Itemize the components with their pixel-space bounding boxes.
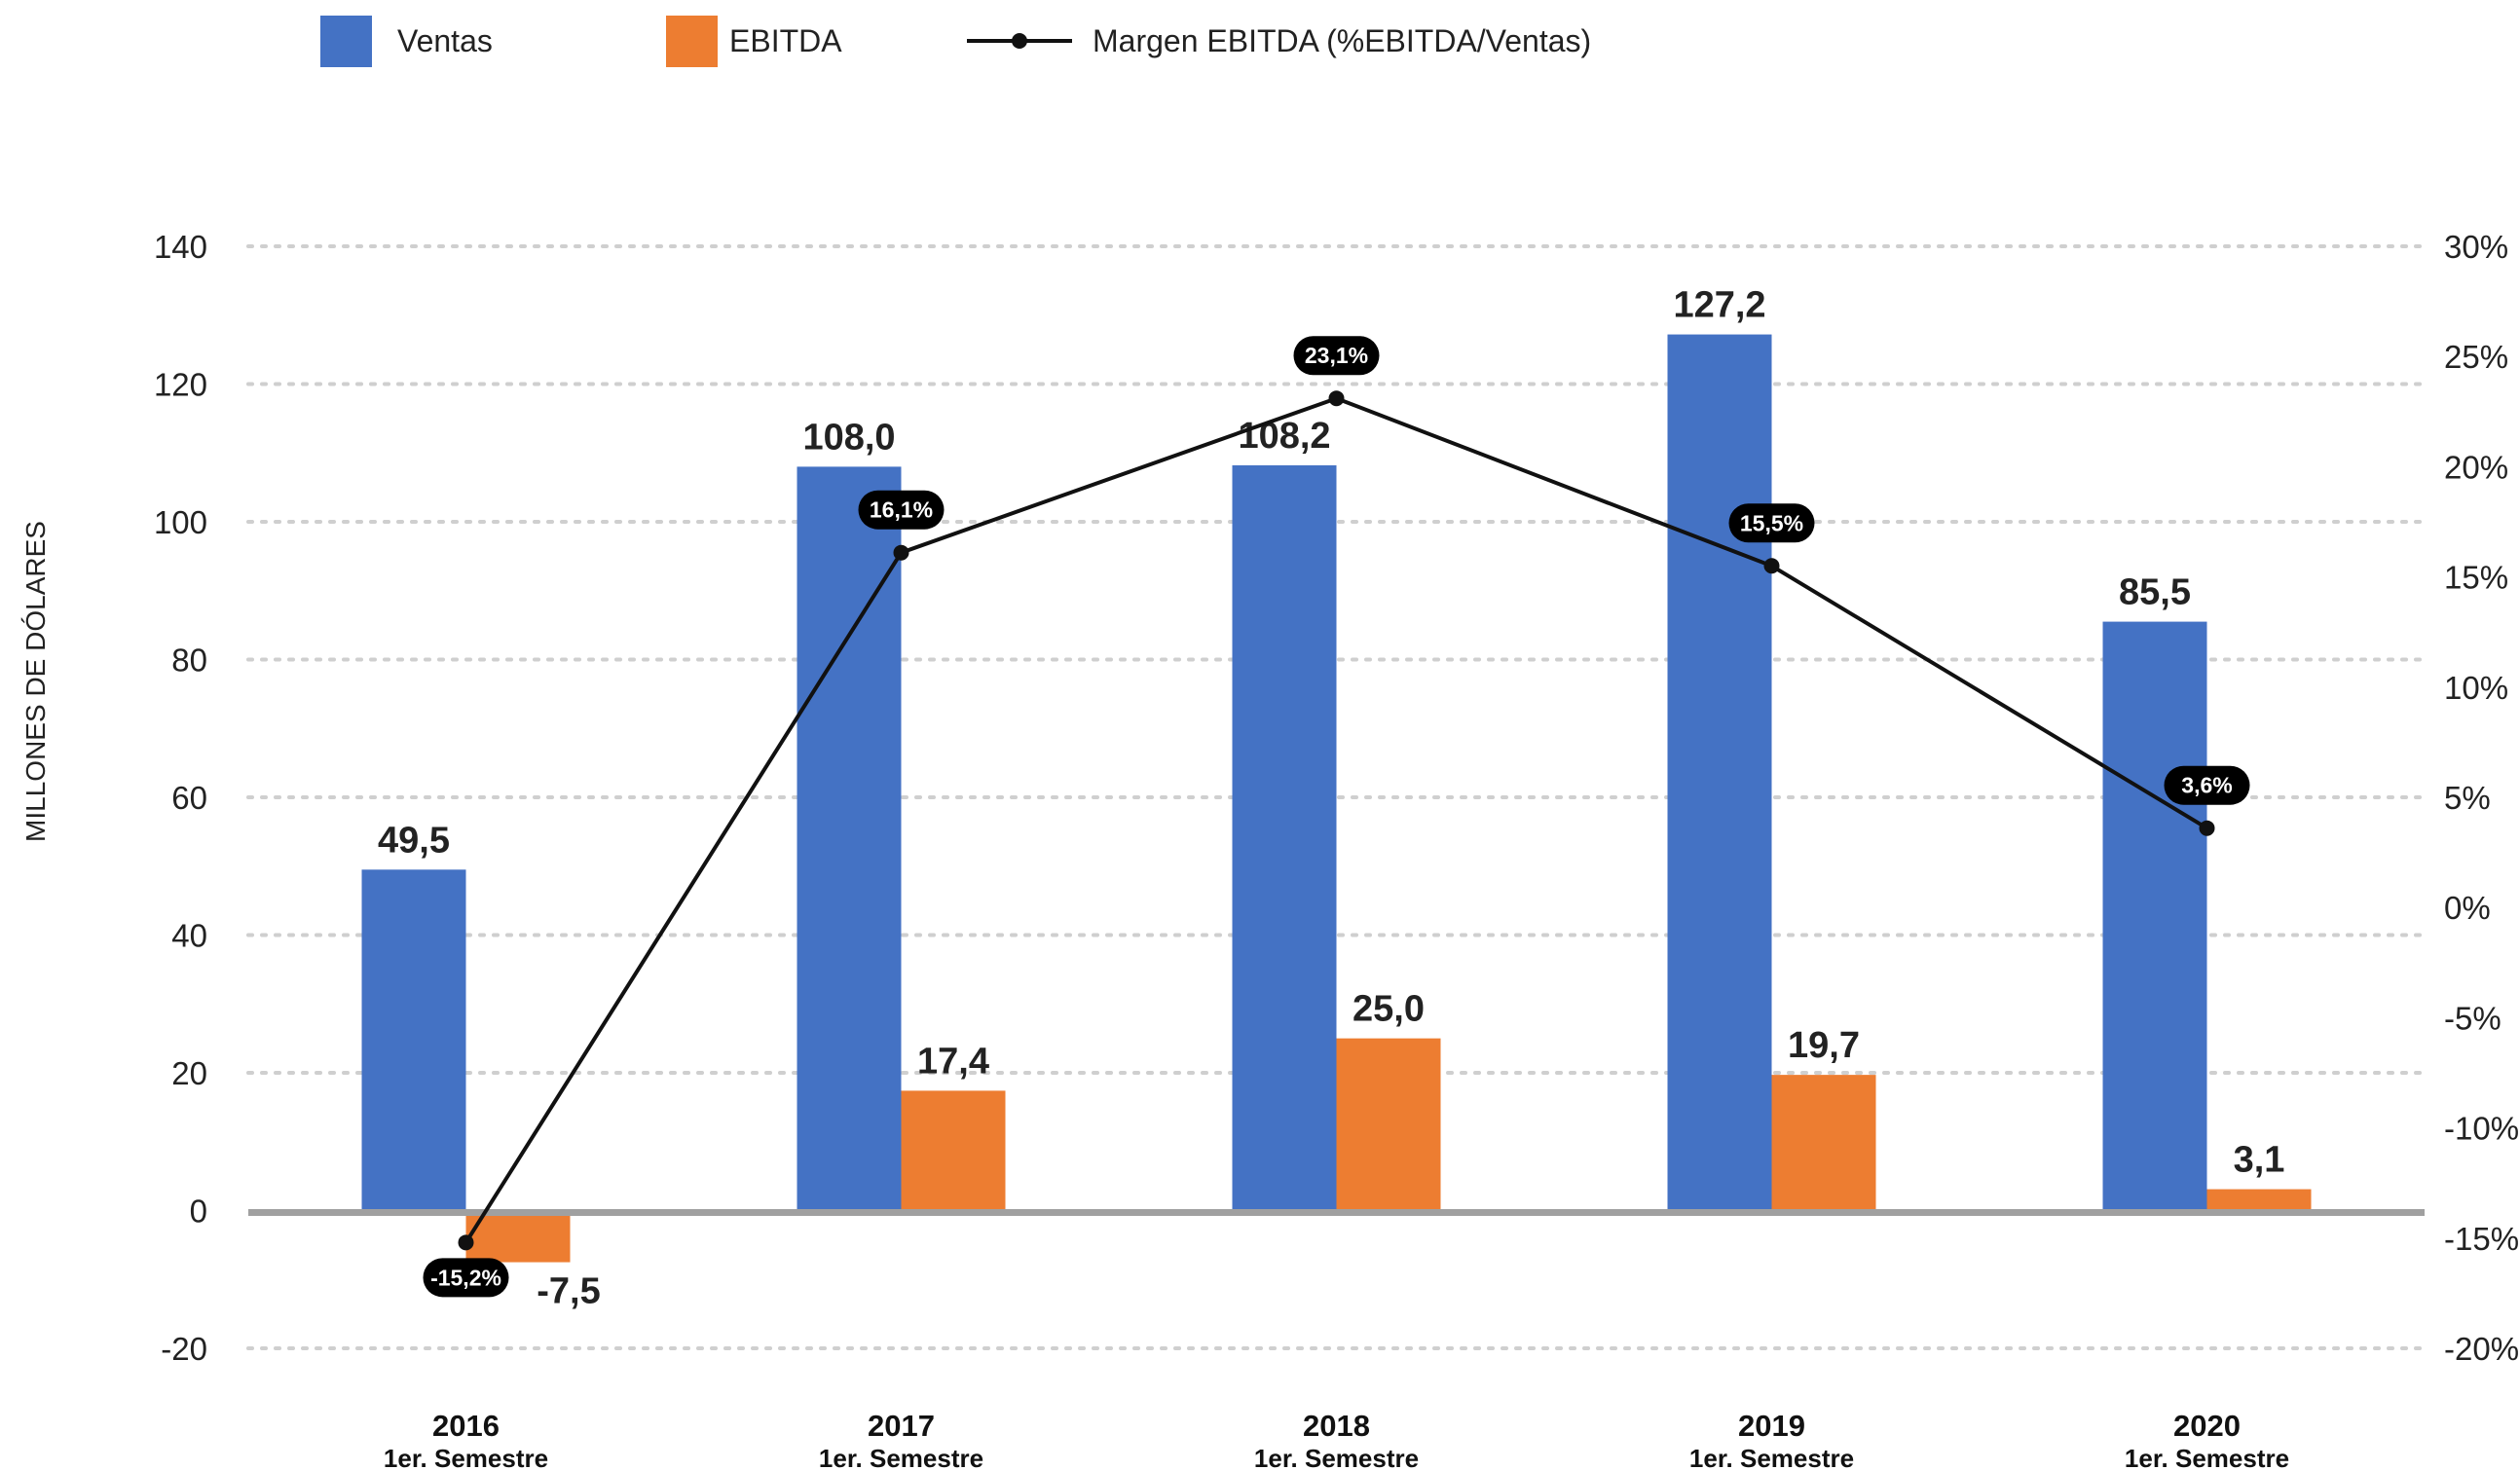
margin-badge [858,490,945,530]
y2-tick-label: -15% [2444,1221,2519,1257]
y-axis-title: MILLONES DE DÓLARES [20,521,51,842]
data-label: 108,0 [802,417,895,458]
margin-point [1328,390,1345,407]
margin-label: 3,6% [2181,773,2232,798]
y2-tick-label: -10% [2444,1111,2519,1147]
y-tick-label: 60 [171,780,207,816]
ebitda-bar [901,1090,1006,1211]
x-tick-sublabel: 1er. Semestre [1689,1444,1854,1470]
margin-label: 15,5% [1740,510,1803,535]
data-label: 17,4 [917,1041,989,1082]
y2-tick-label: -20% [2444,1331,2519,1367]
y-tick-label: 0 [190,1194,207,1230]
margin-label: 23,1% [1305,343,1368,368]
y2-tick-label: 10% [2444,670,2508,706]
y-tick-label: 120 [154,367,207,403]
y2-tick-label: 5% [2444,780,2491,816]
x-tick-sublabel: 1er. Semestre [1254,1444,1419,1470]
y2-tick-label: 15% [2444,560,2508,596]
y2-tick-label: -5% [2444,1000,2501,1036]
x-tick-label: 2016 [432,1409,500,1443]
ebitda-bar [465,1210,571,1263]
y-tick-label: 80 [171,643,207,679]
margin-badge [1293,336,1380,376]
right-axis-ticks: -20% -15% -10% -5% 0% 5% 10% 15% 20% 25% 30% [2444,229,2519,1367]
margin-point [893,544,909,561]
legend-label-ventas: Ventas [397,23,493,58]
y2-tick-label: 20% [2444,449,2508,485]
x-tick-sublabel: 1er. Semestre [2125,1444,2289,1470]
margin-point [1763,558,1780,574]
margin-badge [2164,765,2250,805]
ventas-bar [361,869,466,1211]
legend-label-margen: Margen EBITDA (%EBITDA/Ventas) [1093,23,1591,58]
data-label: 85,5 [2119,572,2191,613]
margin-badge [423,1258,509,1298]
x-tick-label: 2020 [2173,1409,2241,1443]
legend: Ventas EBITDA Margen EBITDA (%EBITDA/Venta… [320,16,1591,67]
data-label: 49,5 [378,820,450,861]
y2-tick-label: 0% [2444,890,2491,926]
ebitda-bar [2206,1189,2312,1211]
left-axis-ticks: -20 0 20 40 60 80 100 120 140 [154,229,207,1367]
legend-swatch-ventas [320,16,372,67]
gridlines [246,244,2427,1350]
margin-point [2199,820,2215,836]
ebitda-bar [1771,1075,1876,1211]
x-tick-label: 2019 [1738,1409,1805,1443]
margin-label: -15,2% [430,1265,501,1290]
ventas-bar [1232,464,1337,1211]
ventas-bar [797,466,902,1211]
data-label: 3,1 [2234,1140,2285,1181]
legend-marker-margen [1012,33,1027,49]
data-label: -7,5 [537,1271,600,1312]
y2-tick-label: 30% [2444,229,2508,265]
margin-badge [1728,503,1815,543]
x-tick-label: 2017 [868,1409,935,1443]
y-tick-label: 140 [154,229,207,265]
margin-line: -15,2% 16,1% 23,1% 15,5% 3,6% [423,336,2250,1298]
x-tick-label: 2018 [1303,1409,1370,1443]
y-tick-label: 100 [154,504,207,540]
y-tick-label: 40 [171,918,207,954]
x-tick-sublabel: 1er. Semestre [384,1444,548,1470]
ebitda-bar [1336,1038,1441,1211]
y-tick-label: -20 [161,1331,207,1367]
ventas-bar [2102,621,2207,1211]
data-label: 127,2 [1673,285,1765,326]
margin-point [458,1234,474,1251]
x-tick-sublabel: 1er. Semestre [819,1444,983,1470]
y-tick-label: 20 [171,1055,207,1091]
data-label: 25,0 [1353,989,1425,1030]
legend-swatch-ebitda [666,16,718,67]
data-label: 19,7 [1788,1025,1860,1066]
legend-label-ebitda: EBITDA [729,23,842,58]
y2-tick-label: 25% [2444,339,2508,375]
bars: 49,5 108,0 108,2 127,2 85,5 -7,5 17,4 25,0 19,7 3… [361,285,2312,1312]
ventas-bar [1667,334,1772,1211]
data-label: 108,2 [1238,416,1330,457]
margin-label: 16,1% [870,497,933,523]
